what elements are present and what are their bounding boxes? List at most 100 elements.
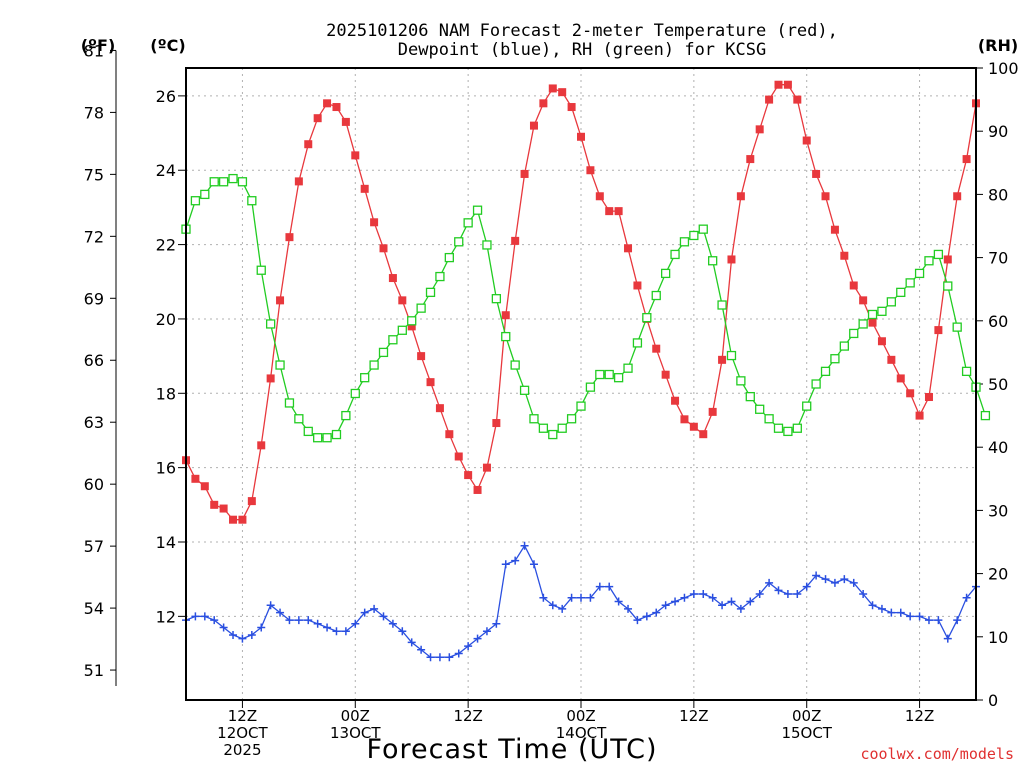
dewpoint-point [435,653,444,662]
rh-point [943,281,953,291]
temperature-point [699,430,708,439]
temperature-point [746,155,755,164]
rh-tick-label: 60 [988,312,1008,331]
temperature-point [765,95,774,104]
temperature-point [492,419,501,428]
rh-point [585,382,596,392]
dewpoint-point [595,582,604,591]
temperature-point [257,441,266,450]
dewpoint-point [671,597,680,606]
rh-tick-label: 10 [988,628,1008,647]
dewpoint-point [200,612,209,621]
temperature-point [755,125,764,134]
rh-point [858,319,868,329]
temperature-point [652,344,661,353]
celsius-tick-label: 26 [156,87,176,106]
rh-point [924,256,934,266]
temperature-point [210,500,219,509]
dewpoint-point [736,604,745,613]
temperature-point [285,233,294,242]
dewpoint-point [398,627,407,636]
rh-point [642,312,652,323]
rh-point [538,423,549,433]
rh-point [369,360,379,370]
dewpoint-point [210,616,219,625]
temperature-point [445,430,454,439]
temperature-point [219,504,228,513]
dewpoint-point [407,638,416,647]
x-tick-label: 00Z [341,707,370,725]
rh-point [350,388,360,399]
temperature-point [727,255,736,264]
rh-point [294,414,304,424]
dewpoint-point [877,604,886,613]
temperature-point [915,411,924,420]
celsius-tick-label: 18 [156,384,176,403]
rh-point [444,252,454,263]
rh-point [670,249,680,260]
rh-point [792,423,802,433]
rh-point [783,426,793,437]
dewpoint-point [915,612,924,621]
dewpoint-point [492,619,501,628]
rh-point [557,423,567,433]
temperature-point [830,225,839,234]
temperature-point [736,192,745,201]
dewpoint-point [699,590,708,599]
rh-point [378,347,389,358]
rh-point [867,309,878,320]
dewpoint-point [934,616,943,625]
dewpoint-point [680,593,689,602]
fahrenheit-tick-label: 75 [84,165,104,184]
temperature-point [877,337,886,346]
x-tick-label: 00Z [792,707,821,725]
rh-point [952,322,962,332]
dewpoint-point [294,616,303,625]
dewpoint-point [548,601,557,610]
x-tick-label: 13OCT [330,724,381,742]
rh-point [623,363,633,373]
rh-point [275,360,285,370]
dewpoint-point [567,593,576,602]
rh-point [933,249,944,260]
plot-frame [185,67,977,701]
dewpoint-point [962,593,971,602]
dewpoint-point [586,593,595,602]
temperature-point [924,393,933,402]
dewpoint-point [520,541,529,550]
temperature-point [859,296,868,305]
celsius-tick-label: 22 [156,236,176,255]
rh-point [811,379,821,389]
rh-point [830,354,840,364]
temperature-point [558,88,567,97]
rh-point [886,297,897,307]
dewpoint-point [285,616,294,625]
x-tick-label: 2025 [223,741,261,759]
rh-point [905,278,915,288]
temperature-point [501,311,510,320]
rh-point [237,177,248,187]
dewpoint-point [953,616,962,625]
dewpoint-point [774,586,783,595]
rh-point [265,319,276,329]
rh-point [961,366,972,377]
rh-point [745,391,755,402]
rh-point [604,369,614,380]
temperature-point [689,422,698,431]
rh-point [726,350,737,361]
rh-point [435,271,445,282]
temperature-point [624,244,633,253]
rh-tick-label: 20 [988,565,1008,584]
dewpoint-point [229,630,238,639]
rh-point [679,237,690,247]
dewpoint-point [511,556,520,565]
fahrenheit-tick-label: 60 [84,475,104,494]
temperature-point [417,352,426,361]
rh-point [689,230,699,241]
dewpoint-point [765,578,774,587]
rh-point [397,325,407,335]
temperature-point [323,99,332,108]
temperature-point [774,80,783,89]
dewpoint-point [464,642,473,651]
